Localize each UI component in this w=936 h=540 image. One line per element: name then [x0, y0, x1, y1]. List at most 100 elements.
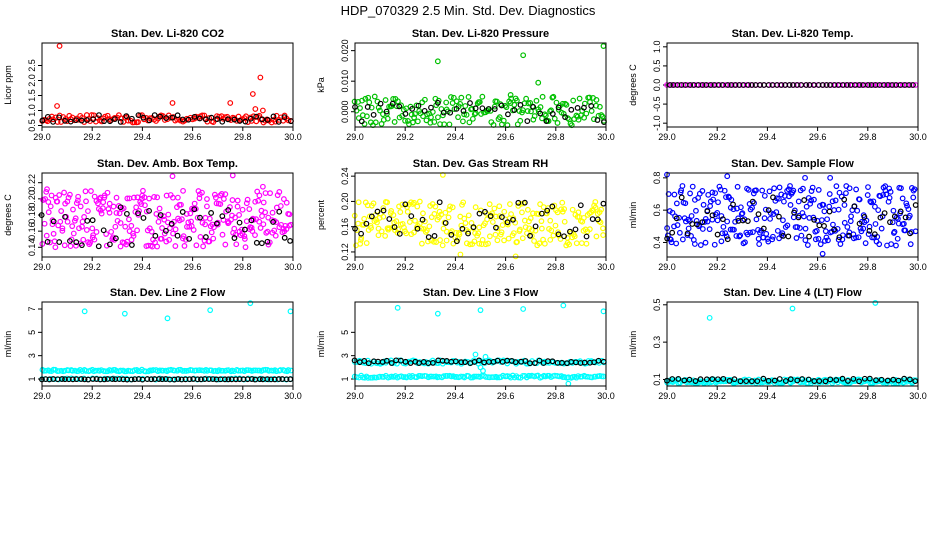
data-point	[480, 367, 486, 374]
x-tick-label: 29.0	[33, 132, 51, 142]
data-point	[414, 203, 421, 210]
data-point	[61, 367, 68, 374]
data-point	[287, 238, 293, 244]
data-point	[203, 116, 209, 123]
y-tick-label: 1.0	[652, 41, 662, 54]
data-point	[910, 194, 917, 201]
data-point	[461, 111, 467, 118]
data-point	[522, 358, 529, 364]
data-point	[260, 199, 267, 206]
x-tick-label: 29.0	[346, 262, 364, 272]
data-point	[460, 199, 467, 206]
data-point	[889, 82, 896, 88]
data-point	[676, 229, 683, 236]
data-point	[501, 237, 507, 244]
data-point	[724, 218, 731, 225]
data-point	[524, 206, 531, 213]
data-point	[418, 240, 425, 247]
data-point	[787, 183, 793, 189]
y-tick-label: 2.0	[27, 74, 37, 87]
data-point	[386, 216, 393, 222]
data-point	[517, 117, 524, 124]
data-point	[231, 235, 238, 241]
data-point	[249, 91, 256, 97]
y-tick-label: -1.0	[652, 115, 662, 131]
data-series	[706, 300, 879, 321]
data-point	[268, 376, 274, 383]
data-point	[449, 204, 456, 211]
data-point	[870, 198, 877, 205]
data-point	[401, 224, 407, 231]
data-point	[493, 224, 499, 231]
data-point	[85, 208, 91, 215]
data-point	[374, 208, 381, 215]
panel-title: Stan. Dev. Li-820 CO2	[111, 28, 224, 40]
data-point	[762, 206, 769, 213]
data-point	[140, 114, 147, 121]
data-point	[751, 200, 757, 206]
data-point	[116, 376, 123, 382]
data-point	[689, 183, 696, 190]
data-point	[502, 102, 509, 109]
data-point	[161, 230, 168, 237]
data-point	[269, 209, 276, 216]
data-point	[843, 190, 849, 197]
data-point	[837, 241, 844, 247]
data-point	[50, 118, 56, 125]
plot-frame	[354, 172, 607, 258]
data-point	[440, 225, 447, 232]
data-point	[234, 203, 241, 210]
data-point	[684, 230, 691, 237]
data-point	[247, 300, 254, 307]
data-point	[824, 216, 831, 223]
data-point	[403, 230, 410, 237]
data-point	[101, 118, 108, 125]
data-point	[431, 119, 438, 125]
data-point	[169, 173, 176, 180]
data-point	[67, 238, 73, 244]
data-point	[469, 374, 476, 381]
data-point	[594, 117, 601, 123]
data-point	[362, 95, 369, 102]
data-point	[891, 228, 898, 235]
data-point	[489, 219, 496, 225]
data-point	[376, 373, 383, 380]
data-point	[808, 197, 815, 204]
data-point	[563, 101, 570, 108]
data-point	[248, 217, 255, 224]
data-point	[503, 104, 510, 111]
data-point	[202, 234, 209, 240]
data-point	[275, 376, 282, 382]
data-point	[861, 214, 868, 220]
data-point	[165, 211, 172, 218]
data-point	[206, 238, 213, 245]
data-point	[889, 219, 896, 226]
data-point	[873, 377, 879, 384]
data-point	[880, 192, 886, 198]
data-point	[700, 201, 707, 208]
data-point	[82, 188, 89, 195]
data-point	[833, 183, 840, 190]
data-point	[50, 230, 57, 237]
data-point	[198, 376, 204, 383]
data-point	[856, 82, 863, 88]
data-point	[906, 82, 913, 88]
data-point	[439, 112, 446, 119]
x-tick-label: 29.4	[759, 262, 777, 272]
data-point	[242, 226, 248, 233]
data-point	[281, 234, 288, 241]
data-point	[191, 206, 198, 213]
panel-grid: Stan. Dev. Li-820 CO2 Licor ppm 29.0 29.2 29…	[3, 28, 927, 401]
data-point	[537, 110, 544, 117]
data-point	[581, 359, 588, 366]
data-point	[460, 118, 466, 125]
data-point	[832, 197, 839, 204]
data-point	[78, 376, 85, 382]
data-point	[249, 228, 256, 235]
data-point	[458, 359, 465, 366]
data-point	[168, 220, 175, 227]
data-point	[259, 213, 265, 220]
data-point	[371, 93, 378, 100]
y-tick-label: 1.0	[27, 104, 37, 117]
data-point	[423, 227, 430, 234]
